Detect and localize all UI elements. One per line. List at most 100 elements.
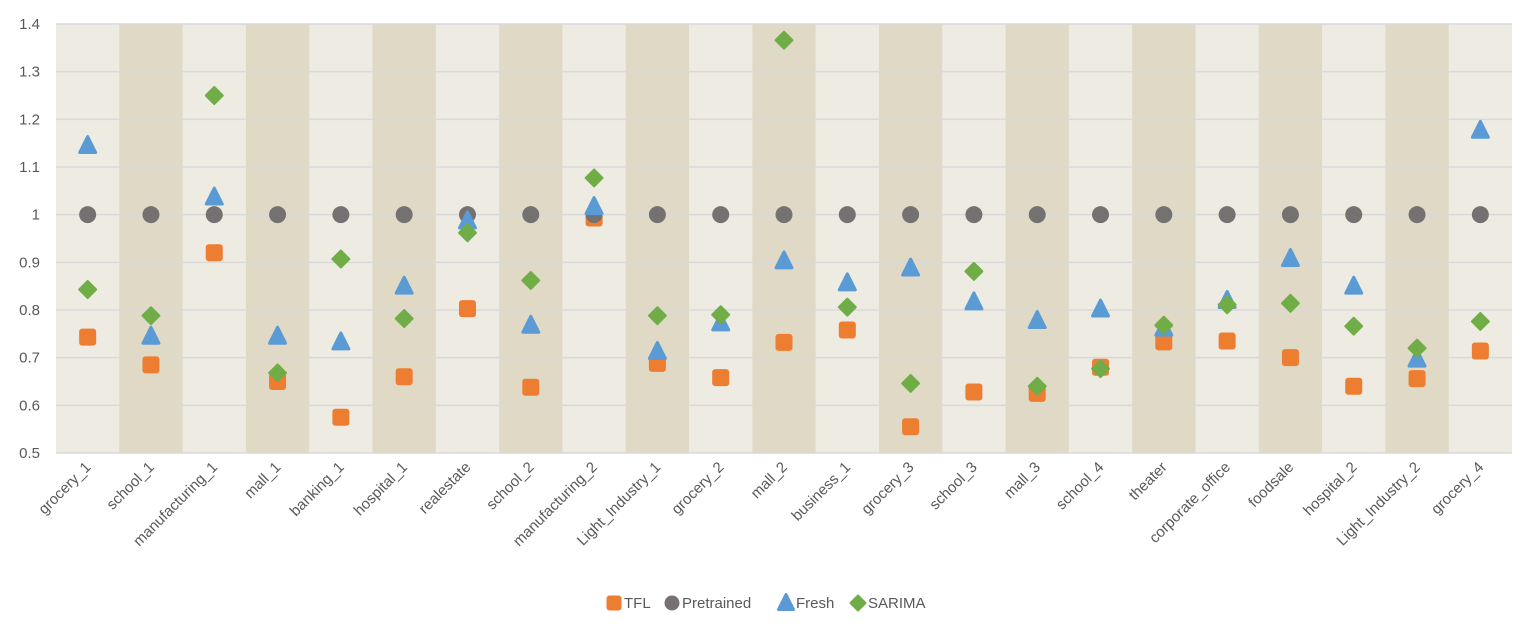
category-band (625, 24, 690, 453)
data-point (775, 333, 793, 351)
data-point (331, 331, 351, 351)
x-tick-label: realestate (416, 459, 475, 518)
data-point (712, 206, 730, 224)
y-tick-label: 0.9 (19, 254, 40, 271)
category-band (1385, 24, 1449, 453)
y-tick-label: 0.5 (19, 445, 40, 462)
data-point (647, 340, 667, 360)
data-point (965, 383, 983, 401)
data-point (1091, 359, 1111, 379)
data-points (78, 30, 1490, 436)
legend-item-sarima: SARIMA (849, 594, 926, 612)
data-point (142, 206, 160, 224)
y-tick-label: 1 (32, 207, 40, 224)
data-point (1407, 348, 1427, 368)
category-band (752, 24, 816, 453)
data-point (394, 275, 414, 295)
x-tick-label: foodsale (1245, 459, 1297, 511)
x-tick-label: hospital_2 (1300, 459, 1360, 519)
data-point (395, 206, 413, 224)
series-pretrained (79, 206, 1489, 224)
legend-item-fresh: Fresh (777, 593, 834, 612)
x-tick-label: mall_3 (1001, 459, 1044, 502)
legend-label: Fresh (796, 595, 834, 612)
legend: TFL Pretrained Fresh SARIMA (606, 593, 926, 612)
data-point (964, 291, 984, 311)
data-point (1028, 206, 1046, 224)
category-band (1258, 24, 1323, 453)
x-tick-label: school_2 (483, 459, 537, 513)
x-tick-label: school_1 (103, 459, 157, 513)
data-point (902, 418, 920, 436)
x-tick-label: business_1 (788, 459, 854, 525)
data-point (1471, 206, 1489, 224)
data-point (775, 206, 793, 224)
data-point (1408, 206, 1426, 224)
data-point (647, 306, 667, 326)
x-tick-label: grocery_2 (668, 459, 727, 518)
data-point (648, 206, 666, 224)
data-point (1345, 206, 1363, 224)
y-tick-label: 0.6 (19, 397, 40, 414)
data-point (1155, 333, 1173, 351)
x-tick-label: grocery_4 (1428, 459, 1487, 518)
series-fresh (78, 119, 1490, 368)
legend-label: TFL (624, 595, 651, 612)
legend-marker (849, 594, 867, 612)
data-point (712, 369, 730, 387)
data-point (79, 206, 97, 224)
legend-label: SARIMA (868, 595, 926, 612)
data-point (204, 186, 224, 206)
data-point (584, 168, 604, 188)
data-point (1092, 206, 1110, 224)
data-point (1154, 315, 1174, 335)
data-point (1091, 298, 1111, 318)
data-point (331, 249, 351, 269)
data-point (269, 206, 287, 224)
data-point (78, 135, 98, 155)
data-point (394, 309, 414, 329)
x-tick-label: mall_2 (748, 459, 791, 502)
data-point (1407, 338, 1427, 358)
x-tick-label: school_4 (1053, 459, 1107, 513)
data-point (1470, 311, 1490, 331)
category-band (119, 24, 183, 453)
data-point (205, 206, 223, 224)
data-point (458, 300, 476, 318)
data-point (1470, 119, 1490, 139)
y-tick-label: 1.4 (19, 16, 40, 33)
data-point (837, 297, 857, 317)
y-tick-label: 0.7 (19, 350, 40, 367)
legend-item-pretrained: Pretrained (664, 595, 751, 612)
data-point (457, 223, 477, 243)
legend-label: Pretrained (682, 595, 751, 612)
x-tick-label: mall_1 (241, 459, 284, 502)
legend-marker (606, 595, 622, 611)
data-point (268, 325, 288, 345)
data-point (1344, 275, 1364, 295)
y-tick-label: 1.1 (19, 159, 40, 176)
data-point (1218, 332, 1236, 350)
x-tick-label: grocery_1 (35, 459, 94, 518)
data-point (1281, 206, 1299, 224)
x-tick-label: banking_1 (287, 459, 348, 520)
data-point (1281, 349, 1299, 367)
data-point (1345, 377, 1363, 395)
data-point (1027, 376, 1047, 396)
data-point (1471, 342, 1489, 360)
data-point (838, 321, 856, 339)
data-point (964, 261, 984, 281)
y-tick-label: 0.8 (19, 302, 40, 319)
data-point (522, 206, 540, 224)
legend-marker (777, 593, 795, 611)
x-tick-label: hospital_1 (351, 459, 411, 519)
data-point (838, 206, 856, 224)
data-point (837, 272, 857, 292)
data-point (79, 328, 97, 346)
data-point (205, 244, 223, 262)
data-point (1280, 293, 1300, 313)
data-point (901, 257, 921, 277)
data-point (1218, 206, 1236, 224)
